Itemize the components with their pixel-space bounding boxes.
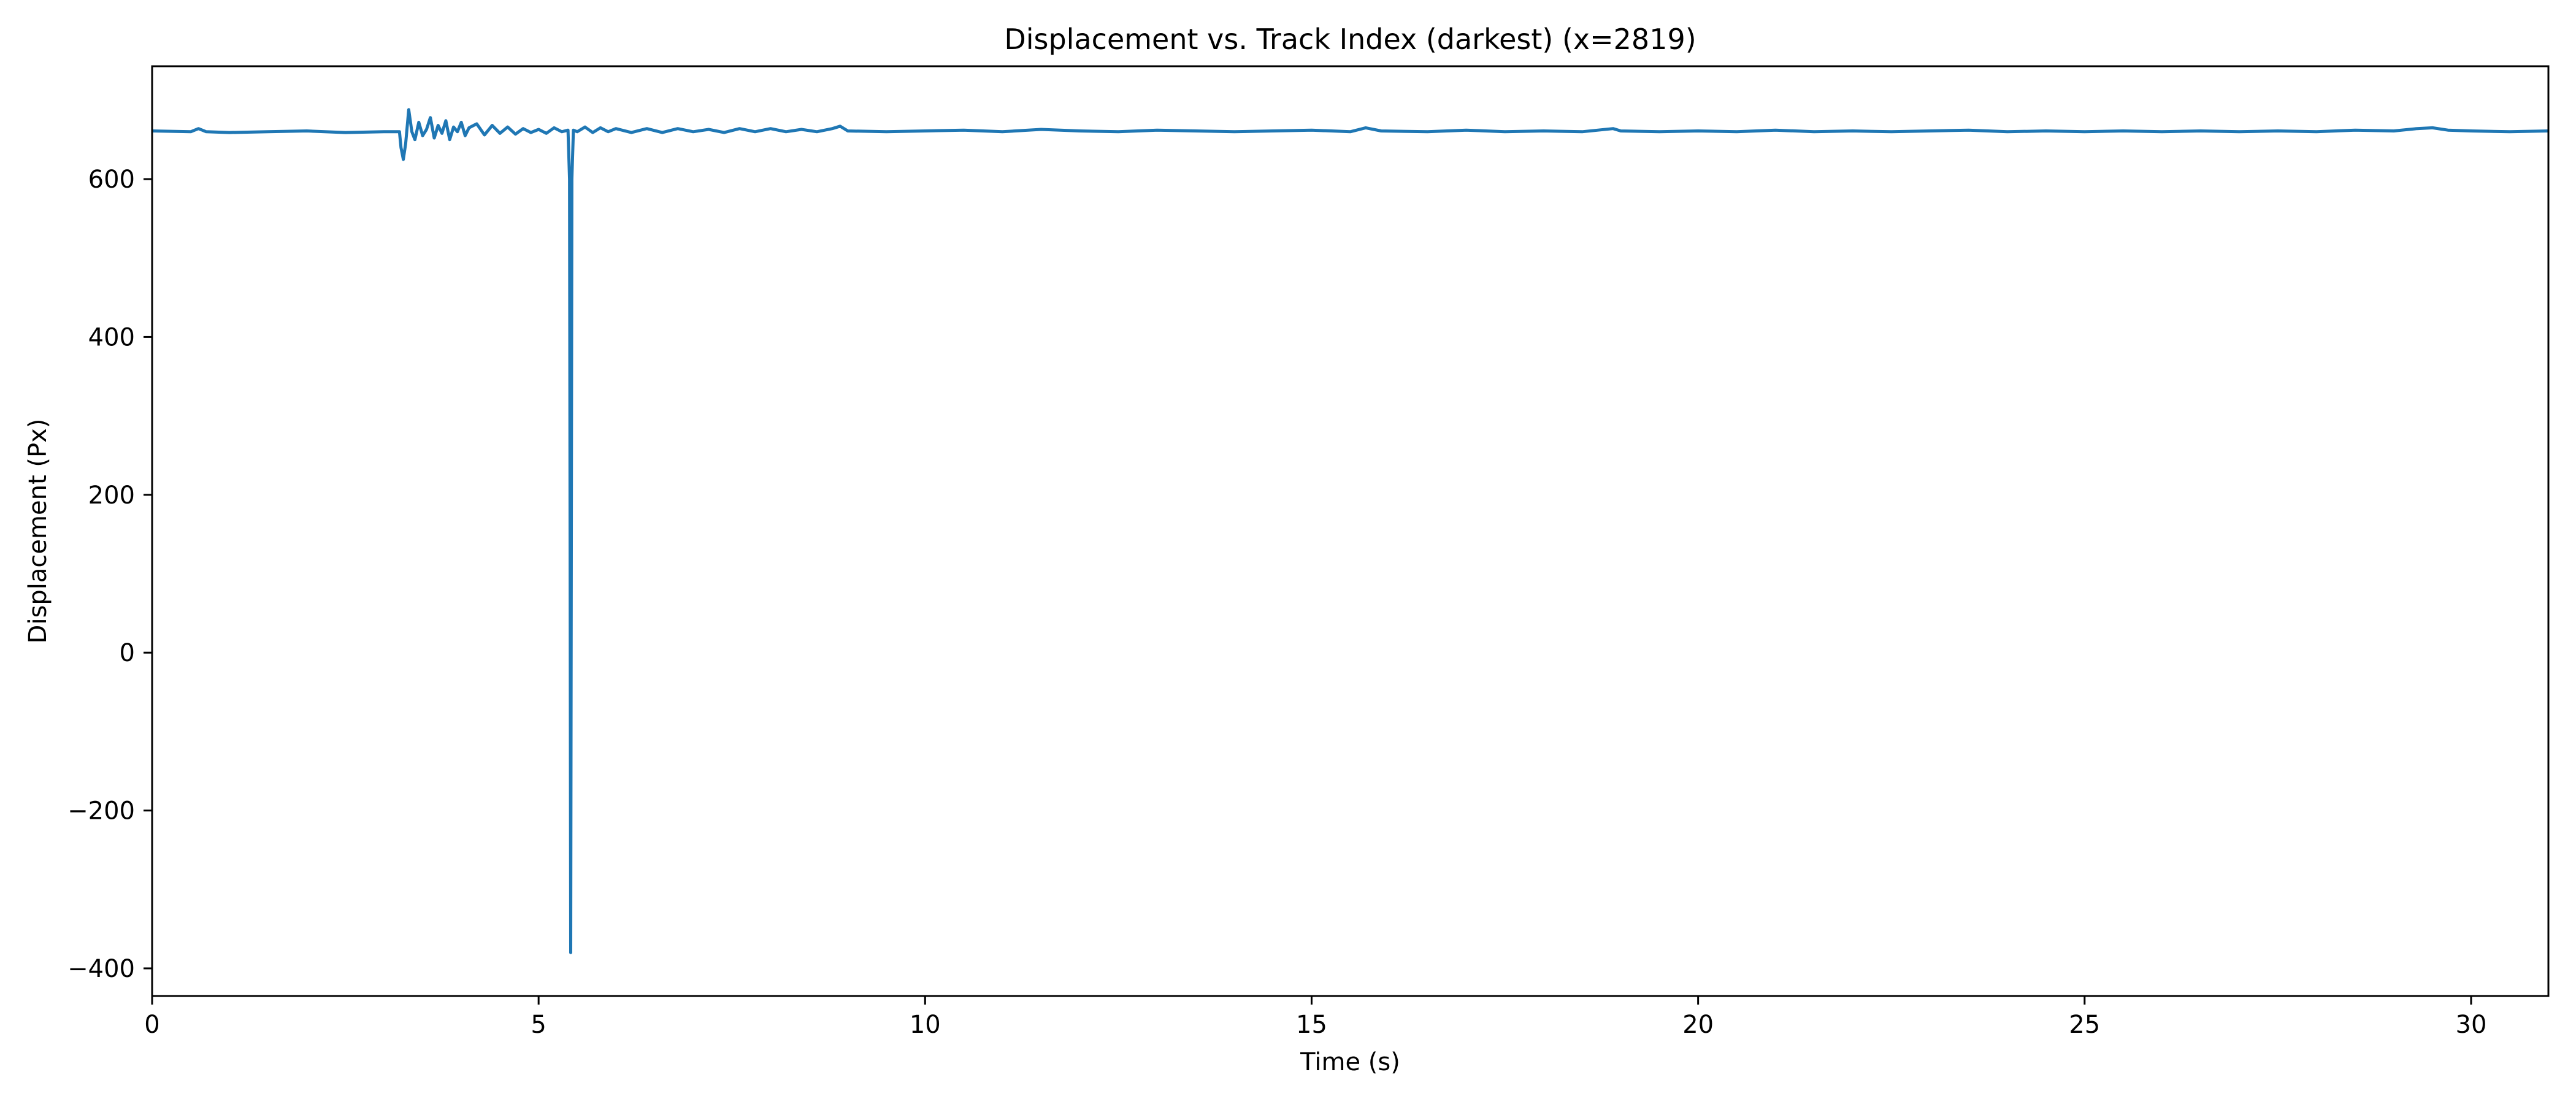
y-tick-label: 600	[88, 166, 135, 194]
series-line	[151, 108, 2549, 954]
y-tick-label: −200	[67, 797, 135, 825]
x-tick-label: 0	[144, 1011, 159, 1039]
x-axis-ticks: 0 5 10 15 20 25 30	[144, 996, 2486, 1039]
x-tick-label: 30	[2456, 1011, 2487, 1039]
y-tick-label: 0	[120, 639, 135, 667]
plot-frame	[151, 65, 2550, 997]
x-tick-label: 25	[2069, 1011, 2100, 1039]
x-tick-label: 5	[531, 1011, 546, 1039]
series-layer	[151, 108, 2549, 954]
y-axis-label: Displacement (Px)	[24, 419, 52, 644]
x-tick-label: 20	[1682, 1011, 1714, 1039]
y-tick-label: 200	[88, 481, 135, 510]
x-axis-label: Time (s)	[1300, 1048, 1400, 1076]
x-tick-label: 15	[1296, 1011, 1327, 1039]
y-tick-label: −400	[67, 955, 135, 983]
y-tick-label: 400	[88, 323, 135, 351]
x-tick-label: 10	[910, 1011, 941, 1039]
chart-title: Displacement vs. Track Index (darkest) (…	[1004, 23, 1696, 56]
y-axis-ticks: −400 −200 0 200 400 600	[67, 166, 152, 983]
